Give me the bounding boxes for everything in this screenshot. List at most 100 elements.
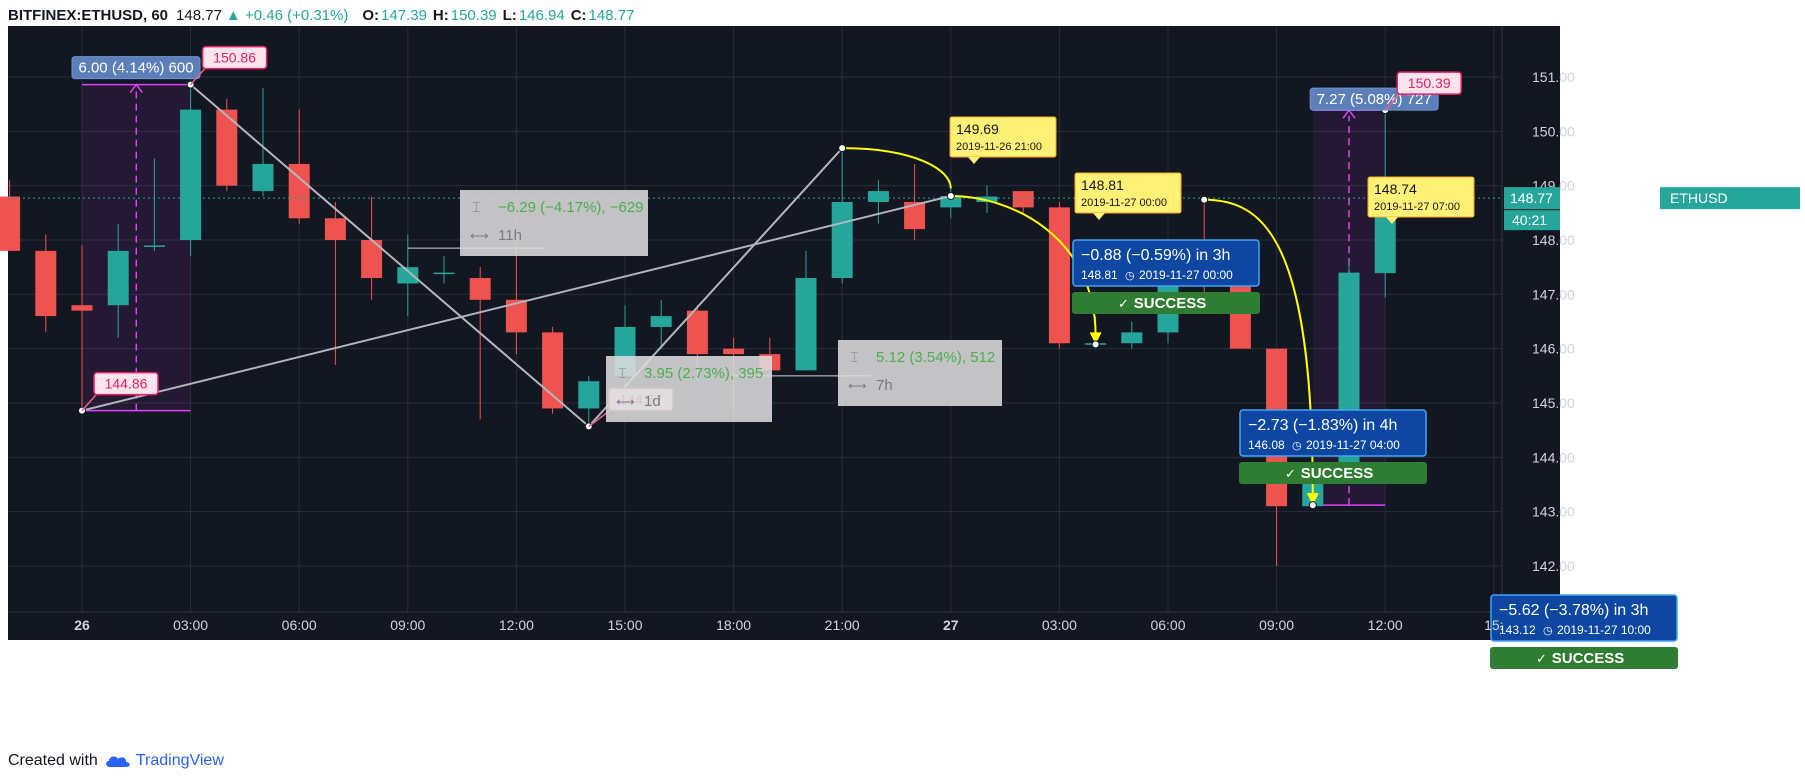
symbol-badge-bg [1660,187,1800,210]
anchor-point [1308,501,1317,510]
measure-duration-text: 11h [498,227,522,244]
price-callout: 144.86 [81,371,159,412]
measure-box: ⌶ −6.29 (−4.17%), −629 ⟷ 11h [460,190,648,256]
width-icon: ⟷ [616,394,635,409]
price-axis-label: 143.00 [1532,504,1575,520]
time-axis-label: 27 [943,617,959,633]
symbol-badge-text: ETHUSD [1670,190,1728,206]
time-axis-label: 03:00 [173,617,208,633]
clock-icon: ◷ [1543,625,1553,637]
yellow-label-bg [949,116,1057,158]
measure-box-bg [460,190,648,256]
forecast-title: −5.62 (−3.78%) in 3h [1499,602,1648,619]
measure-duration-text: 1d [644,393,661,410]
candle-body [397,267,419,284]
trend-line [81,195,952,412]
forecast-arrowhead [1306,493,1319,506]
candle-body [686,310,708,355]
callout-text: 150.86 [213,50,256,66]
time-axis-label: 15:00 [607,617,642,633]
low-value: 146.94 [518,6,565,24]
forecast-arc [1204,198,1314,498]
open-label: O: [362,6,380,24]
last-price: 148.77 [176,6,222,24]
chart-background [8,26,1560,640]
yellow-label-price: 148.81 [1081,177,1124,193]
yellow-label-price: 148.74 [1374,181,1417,197]
candle-body [288,163,310,219]
forecast-date: 2019-11-27 00:00 [1139,268,1233,282]
candle-body [71,305,93,311]
yellow-label-price: 149.69 [956,121,999,137]
footer: Created with TradingView [8,752,224,770]
price-axis-label: 148.00 [1532,232,1575,248]
time-axis-label: 12:00 [499,617,534,633]
price-axis-label: 142.00 [1532,558,1575,574]
countdown-bg [1504,210,1560,231]
candle-body [35,250,57,317]
measure-box-bg [606,356,772,422]
candle-body [542,332,564,409]
check-icon: ✓ [1285,466,1296,481]
yellow-price-label: 148.74 2019-11-27 07:00 [1367,176,1475,224]
candle-body [216,109,238,186]
anchor-point [946,191,955,200]
success-text: SUCCESS [1552,650,1625,667]
tradingview-link[interactable]: TradingView [135,752,224,769]
forecast-arc [842,147,952,189]
yellow-label-bg [1367,176,1475,218]
candle-body [107,250,129,306]
time-axis-label: 09:00 [1259,617,1294,633]
forecast-price: 146.08 [1248,438,1285,452]
anchor-point [838,144,847,153]
measure-delta-text: 3.95 (2.73%), 395 [644,365,763,382]
yellow-label-date: 2019-11-26 21:00 [956,141,1042,153]
callout-leader [1384,91,1402,111]
yellow-price-label: 148.81 2019-11-27 00:00 [1074,172,1182,220]
high-value: 150.39 [450,6,497,24]
forecast-box: −5.62 (−3.78%) in 3h 143.12 ◷ 2019-11-27 10… [1490,594,1678,669]
price-axis-label: 151.00 [1532,69,1575,85]
candle-body [940,195,962,208]
callout-bg [93,371,159,396]
range-arrow-head [129,83,143,94]
candle-body [252,163,274,192]
yellow-price-label: 149.69 2019-11-26 21:00 [949,116,1057,164]
check-icon: ✓ [1536,651,1547,666]
countdown-text: 40:21 [1512,212,1547,228]
price-axis-label: 146.00 [1532,341,1575,357]
price-badge-text: 148.77 [1510,190,1553,206]
close-value: 148.77 [588,6,635,24]
high-label: H: [432,6,449,24]
time-axis-label: 26 [74,617,90,633]
time-axis-label: 06:00 [282,617,317,633]
candle-body [795,278,817,371]
chart-header: BITFINEX:ETHUSD, 60 148.77 ▲ +0.46 (+0.3… [0,0,1805,30]
symbol-label[interactable]: BITFINEX:ETHUSD, 60 [8,6,169,24]
anchor-point [1091,340,1100,349]
price-axis-label: 147.00 [1532,286,1575,302]
forecast-date: 2019-11-27 10:00 [1557,623,1651,637]
forecast-price: 148.81 [1081,268,1118,282]
yellow-label-bg [1074,172,1182,214]
close-label: C: [570,6,587,24]
candle-body [578,381,600,409]
clock-icon: ◷ [1292,440,1302,452]
time-axis-label: 09:00 [390,617,425,633]
width-icon: ⟷ [848,378,867,393]
range-label-text: 6.00 (4.14%) 600 [78,60,193,77]
time-axis-label: 12:00 [1368,617,1403,633]
candle-body [324,218,346,240]
time-axis-label: 03:00 [1042,617,1077,633]
yellow-label-date: 2019-11-27 07:00 [1374,201,1460,213]
measure-box-bg [838,340,1002,406]
success-text: SUCCESS [1134,295,1207,312]
forecast-box-bg [1239,409,1427,457]
callout-leader [81,392,99,412]
callout-text: 144.86 [105,376,148,392]
callout-bg [1396,71,1462,95]
range-label-bg [71,56,201,80]
success-badge [1490,647,1678,669]
